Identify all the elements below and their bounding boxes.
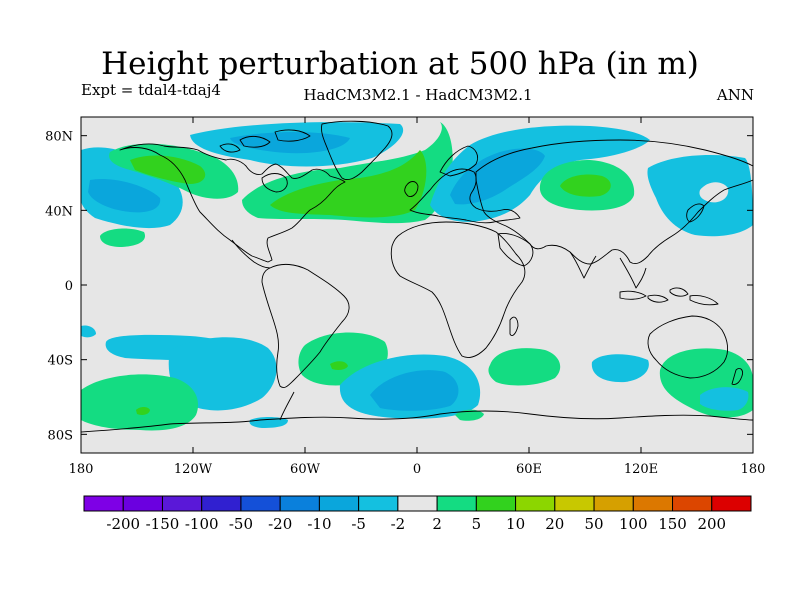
colorbar-label: 10 <box>506 515 525 533</box>
coastline-india <box>569 251 597 279</box>
anomaly-region-swpac-positive-core <box>136 407 150 415</box>
anomaly-region-alaska-positive-core <box>130 155 206 184</box>
coastline-arabia <box>497 233 534 267</box>
colorbar-swatch <box>240 495 281 512</box>
colorbar-label: -200 <box>106 515 140 533</box>
y-tick-label: 40N <box>45 204 73 219</box>
page-title: Height perturbation at 500 hPa (in m) <box>101 46 699 82</box>
anomaly-region-natlantic-positive-core <box>270 150 427 218</box>
colorbar-label: 100 <box>619 515 648 533</box>
colorbar-swatch <box>632 495 674 512</box>
anomaly-region-eurasia-negative-core <box>450 148 545 205</box>
colorbar-label: -50 <box>229 515 253 533</box>
coastline-europe <box>409 168 521 224</box>
colorbar-swatch <box>122 495 163 512</box>
y-axis: 80N 40N 0 40S 80S <box>45 130 753 443</box>
anomaly-region-tropical-pacific-positive <box>100 228 146 247</box>
coastline-indonesia <box>619 287 719 306</box>
y-tick-label: 80N <box>45 130 73 145</box>
coastline-british-isles <box>404 181 419 197</box>
coastline-southeast-asia <box>619 257 647 289</box>
colorbar-label: 200 <box>697 515 726 533</box>
colorbar-swatch <box>711 495 752 512</box>
period-label: ANN <box>716 86 754 104</box>
colorbar-swatch <box>593 495 634 512</box>
x-tick-label: 120W <box>174 462 213 477</box>
anomaly-region-npac-negative-core <box>88 178 161 213</box>
colorbar-swatch <box>358 495 399 512</box>
anomaly-region-indian-ocean-positive <box>488 348 561 386</box>
colorbar-swatch <box>515 495 556 512</box>
colorbar-label: -20 <box>268 515 292 533</box>
colorbar-label: 5 <box>472 515 482 533</box>
experiment-label: Expt = tdal4-tdaj4 <box>81 81 221 99</box>
anomaly-region-casia-positive-core <box>560 174 611 197</box>
colorbar: -200 -150 -100 -50 -20 -10 -5 -2 2 5 10 20 50 100 150 2… <box>83 495 752 533</box>
coastline-madagascar <box>509 316 519 337</box>
colorbar-label: -100 <box>185 515 219 533</box>
anomaly-region-southern-ocean-negative-core <box>370 370 459 411</box>
coastline-hudson-bay <box>261 173 288 193</box>
coastline-australia <box>647 315 729 379</box>
coastline-antarctic-peninsula <box>279 391 295 421</box>
coastline-greenland <box>321 120 393 181</box>
anomaly-region-sindian-negative <box>591 354 649 383</box>
coastline-asia <box>475 139 753 265</box>
x-tick-label: 60W <box>290 462 321 477</box>
x-tick-label: 180 <box>69 462 94 477</box>
anomaly-region-tasman-negative <box>700 387 749 411</box>
x-axis: 180 120W 60W 0 60E 120E 180 <box>69 117 766 477</box>
colorbar-swatch <box>161 495 203 512</box>
colorbar-label: -150 <box>146 515 180 533</box>
colorbar-label: 50 <box>585 515 604 533</box>
x-tick-label: 180 <box>741 462 766 477</box>
anomaly-region-satlantic-positive-core <box>330 361 348 370</box>
coastline-canadian-archipelago <box>219 129 311 153</box>
coastline-antarctica <box>81 410 753 433</box>
x-tick-label: 60E <box>516 462 542 477</box>
colorbar-swatch <box>279 495 320 512</box>
colorbar-label: -5 <box>351 515 366 533</box>
coastline-new-zealand <box>731 367 743 385</box>
anomaly-region-sepac-negative <box>168 337 277 411</box>
colorbar-swatch <box>83 495 124 512</box>
anomaly-region-spac-negative-west <box>81 325 96 338</box>
colorbar-swatch <box>436 495 477 512</box>
colorbar-swatch <box>201 495 242 512</box>
coastline-japan <box>686 203 705 223</box>
colorbar-label: 2 <box>432 515 442 533</box>
y-tick-label: 40S <box>48 354 73 369</box>
coastlines <box>81 120 753 433</box>
colorbar-swatch <box>475 495 517 512</box>
y-tick-label: 80S <box>48 428 73 443</box>
coastline-scandinavia <box>439 145 479 177</box>
anomaly-region-swpac-positive <box>81 374 199 431</box>
x-tick-label: 0 <box>413 462 421 477</box>
coastline-north-america <box>119 143 346 263</box>
colorbar-label: -10 <box>307 515 331 533</box>
colorbar-swatch <box>397 495 438 512</box>
coastline-africa <box>390 221 526 359</box>
colorbar-label: 20 <box>545 515 564 533</box>
y-tick-label: 0 <box>65 279 73 294</box>
coastline-central-america <box>231 239 271 269</box>
coastline-south-america <box>261 263 350 389</box>
x-tick-label: 120E <box>624 462 658 477</box>
anomaly-region-antarctic-positive <box>455 409 484 421</box>
colorbar-label: -2 <box>391 515 406 533</box>
anomaly-region-nwpac-gray-hole <box>699 182 729 203</box>
colorbar-label: 150 <box>658 515 687 533</box>
colorbar-swatch <box>554 495 595 512</box>
model-comparison-label: HadCM3M2.1 - HadCM3M2.1 <box>303 86 533 104</box>
colorbar-swatch <box>672 495 713 512</box>
colorbar-swatch <box>318 495 360 512</box>
